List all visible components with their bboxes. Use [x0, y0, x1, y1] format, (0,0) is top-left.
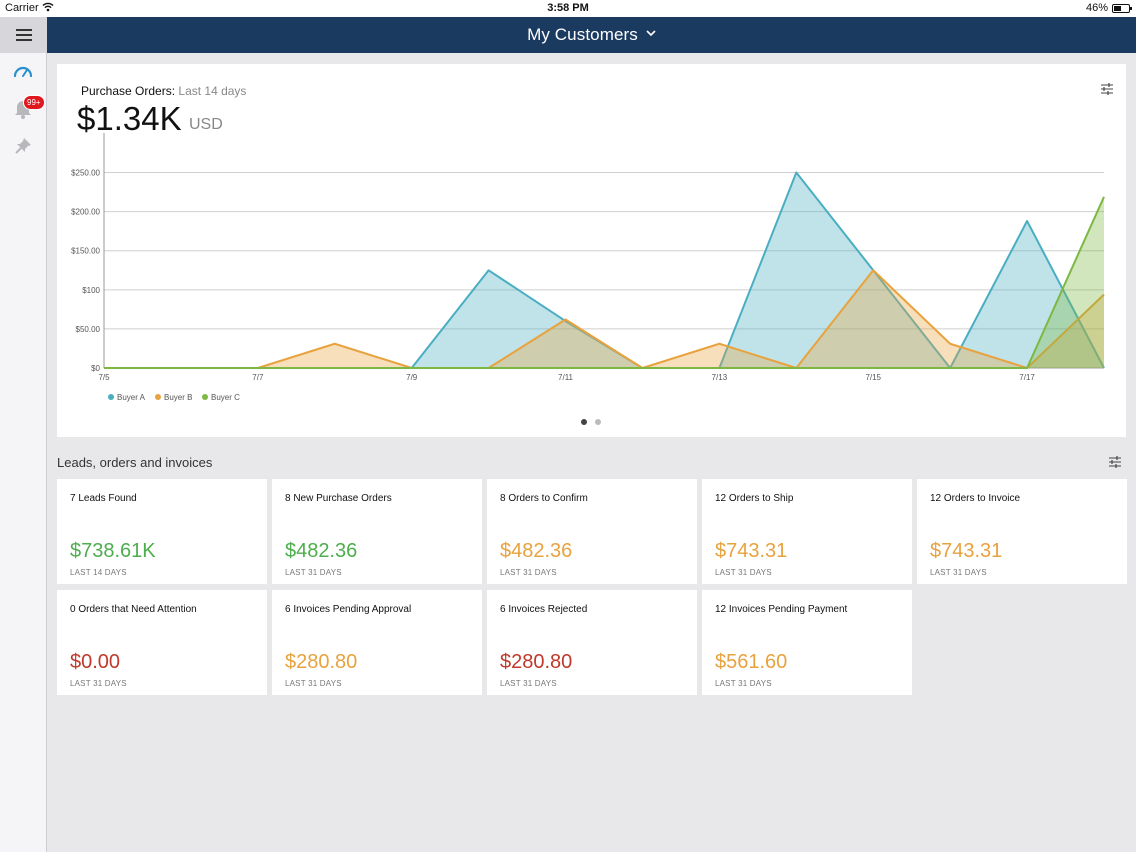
sidebar: 99+ — [0, 17, 47, 852]
tile-period: LAST 31 DAYS — [930, 568, 987, 577]
tile-period: LAST 31 DAYS — [285, 568, 342, 577]
status-bar: Carrier 3:58 PM 46% — [0, 0, 1136, 17]
tile-title: 0 Orders that Need Attention — [70, 604, 197, 615]
wifi-icon — [42, 2, 54, 12]
tile-period: LAST 31 DAYS — [715, 679, 772, 688]
tile-title: 12 Orders to Ship — [715, 493, 794, 504]
tile-value: $738.61K — [70, 540, 156, 562]
tile-title: 12 Invoices Pending Payment — [715, 604, 848, 615]
purchase-orders-label: Purchase Orders: Last 14 days — [81, 84, 246, 98]
legend-label: Buyer C — [211, 393, 240, 402]
tile-orders-to-confirm[interactable]: 8 Orders to Confirm $482.36 LAST 31 DAYS — [487, 479, 697, 584]
y-tick-label: $150.00 — [71, 247, 100, 256]
y-tick-label: $250.00 — [71, 169, 100, 178]
hamburger-icon — [15, 29, 32, 41]
top-header: My Customers — [47, 17, 1136, 53]
x-tick-label: 7/11 — [558, 373, 574, 382]
y-tick-label: $50.00 — [76, 325, 101, 334]
tile-invoices-pending-payment[interactable]: 12 Invoices Pending Payment $561.60 LAST… — [702, 590, 912, 695]
po-label-text: Purchase Orders: — [81, 84, 176, 98]
notification-badge: 99+ — [23, 95, 45, 110]
purchase-orders-chart: $0 $50.00 $100 $150.00 $200.00 $250.00 7/5 7/7 7… — [71, 133, 1105, 402]
tile-title: 12 Orders to Invoice — [930, 493, 1021, 504]
tile-leads-found[interactable]: 7 Leads Found $738.61K LAST 14 DAYS — [57, 479, 267, 584]
tile-title: 6 Invoices Pending Approval — [285, 604, 412, 615]
customer-selector[interactable]: My Customers — [527, 25, 638, 44]
po-currency: USD — [189, 116, 223, 133]
series-line-buyer-a — [104, 171, 1105, 369]
filter-settings-icon[interactable] — [1100, 83, 1114, 95]
legend-label: Buyer A — [117, 393, 146, 402]
legend-marker — [202, 394, 208, 400]
tile-orders-to-ship[interactable]: 12 Orders to Ship $743.31 LAST 31 DAYS — [702, 479, 912, 584]
x-tick-label: 7/17 — [1019, 373, 1035, 382]
tile-period: LAST 31 DAYS — [500, 679, 557, 688]
series-line-buyer-b — [104, 269, 1105, 369]
section-filter-icon[interactable] — [1108, 456, 1122, 468]
tile-period: LAST 31 DAYS — [285, 679, 342, 688]
tile-value: $743.31 — [930, 540, 1003, 562]
tile-invoices-pending-approval[interactable]: 6 Invoices Pending Approval $280.80 LAST… — [272, 590, 482, 695]
tile-value: $280.80 — [285, 651, 358, 673]
tile-title: 7 Leads Found — [70, 493, 137, 504]
tile-title: 6 Invoices Rejected — [500, 604, 588, 615]
tile-invoices-rejected[interactable]: 6 Invoices Rejected $280.80 LAST 31 DAYS — [487, 590, 697, 695]
tile-orders-need-attention[interactable]: 0 Orders that Need Attention $0.00 LAST … — [57, 590, 267, 695]
battery-percent: 46% — [1085, 2, 1108, 14]
tile-title: 8 Orders to Confirm — [500, 493, 588, 504]
battery-icon — [1112, 4, 1132, 13]
menu-button[interactable] — [0, 17, 47, 53]
chart-pager[interactable] — [581, 419, 601, 425]
tile-value: $0.00 — [70, 651, 121, 673]
x-tick-label: 7/13 — [712, 373, 728, 382]
tile-period: LAST 31 DAYS — [715, 568, 772, 577]
tile-value: $482.36 — [500, 540, 573, 562]
tile-value: $561.60 — [715, 651, 788, 673]
legend-marker — [108, 394, 114, 400]
x-tick-label: 7/9 — [406, 373, 418, 382]
section-title: Leads, orders and invoices — [57, 455, 213, 470]
tile-period: LAST 14 DAYS — [70, 568, 127, 577]
x-tick-label: 7/7 — [252, 373, 264, 382]
tile-title: 8 New Purchase Orders — [285, 493, 392, 504]
series-line-buyer-c — [104, 196, 1105, 369]
legend-label: Buyer B — [164, 393, 192, 402]
tile-orders-to-invoice[interactable]: 12 Orders to Invoice $743.31 LAST 31 DAY… — [917, 479, 1127, 584]
carrier-label: Carrier — [5, 2, 39, 14]
tile-period: LAST 31 DAYS — [70, 679, 127, 688]
pin-icon[interactable] — [12, 135, 34, 157]
po-total-amount: $1.34K — [77, 100, 182, 137]
legend-marker — [155, 394, 161, 400]
pager-dot-active[interactable] — [581, 419, 587, 425]
tile-value: $482.36 — [285, 540, 358, 562]
tile-period: LAST 31 DAYS — [500, 568, 557, 577]
series-area-buyer-a — [104, 172, 1104, 368]
dashboard-icon[interactable] — [12, 61, 34, 83]
clock: 3:58 PM — [547, 2, 589, 14]
series-area-buyer-c — [104, 196, 1104, 368]
purchase-orders-card: Purchase Orders: Last 14 days $1.34K USD… — [57, 64, 1126, 437]
x-tick-label: 7/15 — [865, 373, 881, 382]
y-tick-label: $0 — [91, 364, 100, 373]
y-tick-label: $200.00 — [71, 208, 100, 217]
po-period: Last 14 days — [178, 84, 247, 98]
series-area-buyer-b — [104, 270, 1104, 368]
tile-new-purchase-orders[interactable]: 8 New Purchase Orders $482.36 LAST 31 DA… — [272, 479, 482, 584]
tile-value: $280.80 — [500, 651, 573, 673]
x-tick-label: 7/5 — [98, 373, 110, 382]
tile-value: $743.31 — [715, 540, 788, 562]
chevron-down-icon[interactable] — [646, 28, 656, 38]
y-tick-label: $100 — [82, 286, 100, 295]
pager-dot[interactable] — [595, 419, 601, 425]
